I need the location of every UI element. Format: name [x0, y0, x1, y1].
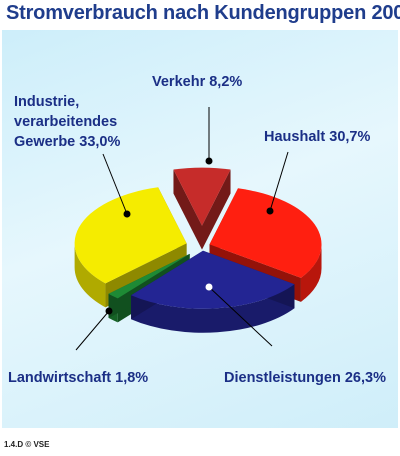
leader-haushalt [269, 151, 289, 212]
slice-top [74, 187, 187, 284]
slice-rim [131, 284, 295, 333]
dot-haushalt [266, 207, 274, 215]
slice-top [131, 250, 295, 309]
dot-verkehr [205, 157, 213, 165]
chart-panel: Verkehr 8,2% Haushalt 30,7% Dienstleistu… [2, 30, 398, 428]
label-haushalt: Haushalt 30,7% [264, 129, 370, 145]
pie-slices [74, 167, 322, 333]
slice-rim [74, 243, 106, 308]
dot-dienstleistungen [205, 283, 213, 291]
label-dienstleistungen: Dienstleistungen 26,3% [224, 370, 386, 386]
slice-top [173, 167, 231, 226]
dot-industrie [123, 210, 131, 218]
slice-top [108, 253, 190, 299]
slice-dienstleistungen [131, 250, 295, 333]
slice-verkehr [173, 167, 231, 250]
slice-cut-face [173, 169, 202, 250]
leader-dienstleistungen [208, 286, 273, 347]
slice-rim [300, 244, 322, 302]
source-credit: 1.4.D © VSE [4, 440, 50, 449]
label-industrie-line1: Industrie, [14, 94, 79, 110]
slice-top [209, 188, 322, 278]
dot-landwirtschaft [105, 307, 113, 315]
leader-lines [75, 107, 289, 351]
label-industrie-line2: verarbeitendes [14, 114, 117, 130]
label-industrie-line3: Gewerbe 33,0% [14, 134, 120, 150]
slice-cut-face [202, 169, 231, 250]
chart-title: Stromverbrauch nach Kundengruppen 2005 [6, 2, 400, 24]
label-landwirtschaft: Landwirtschaft 1,8% [8, 370, 148, 386]
leader-industrie [102, 153, 128, 215]
leader-landwirtschaft [75, 310, 110, 351]
label-verkehr: Verkehr 8,2% [152, 74, 242, 90]
pie-chart: Verkehr 8,2% Haushalt 30,7% Dienstleistu… [8, 74, 386, 386]
